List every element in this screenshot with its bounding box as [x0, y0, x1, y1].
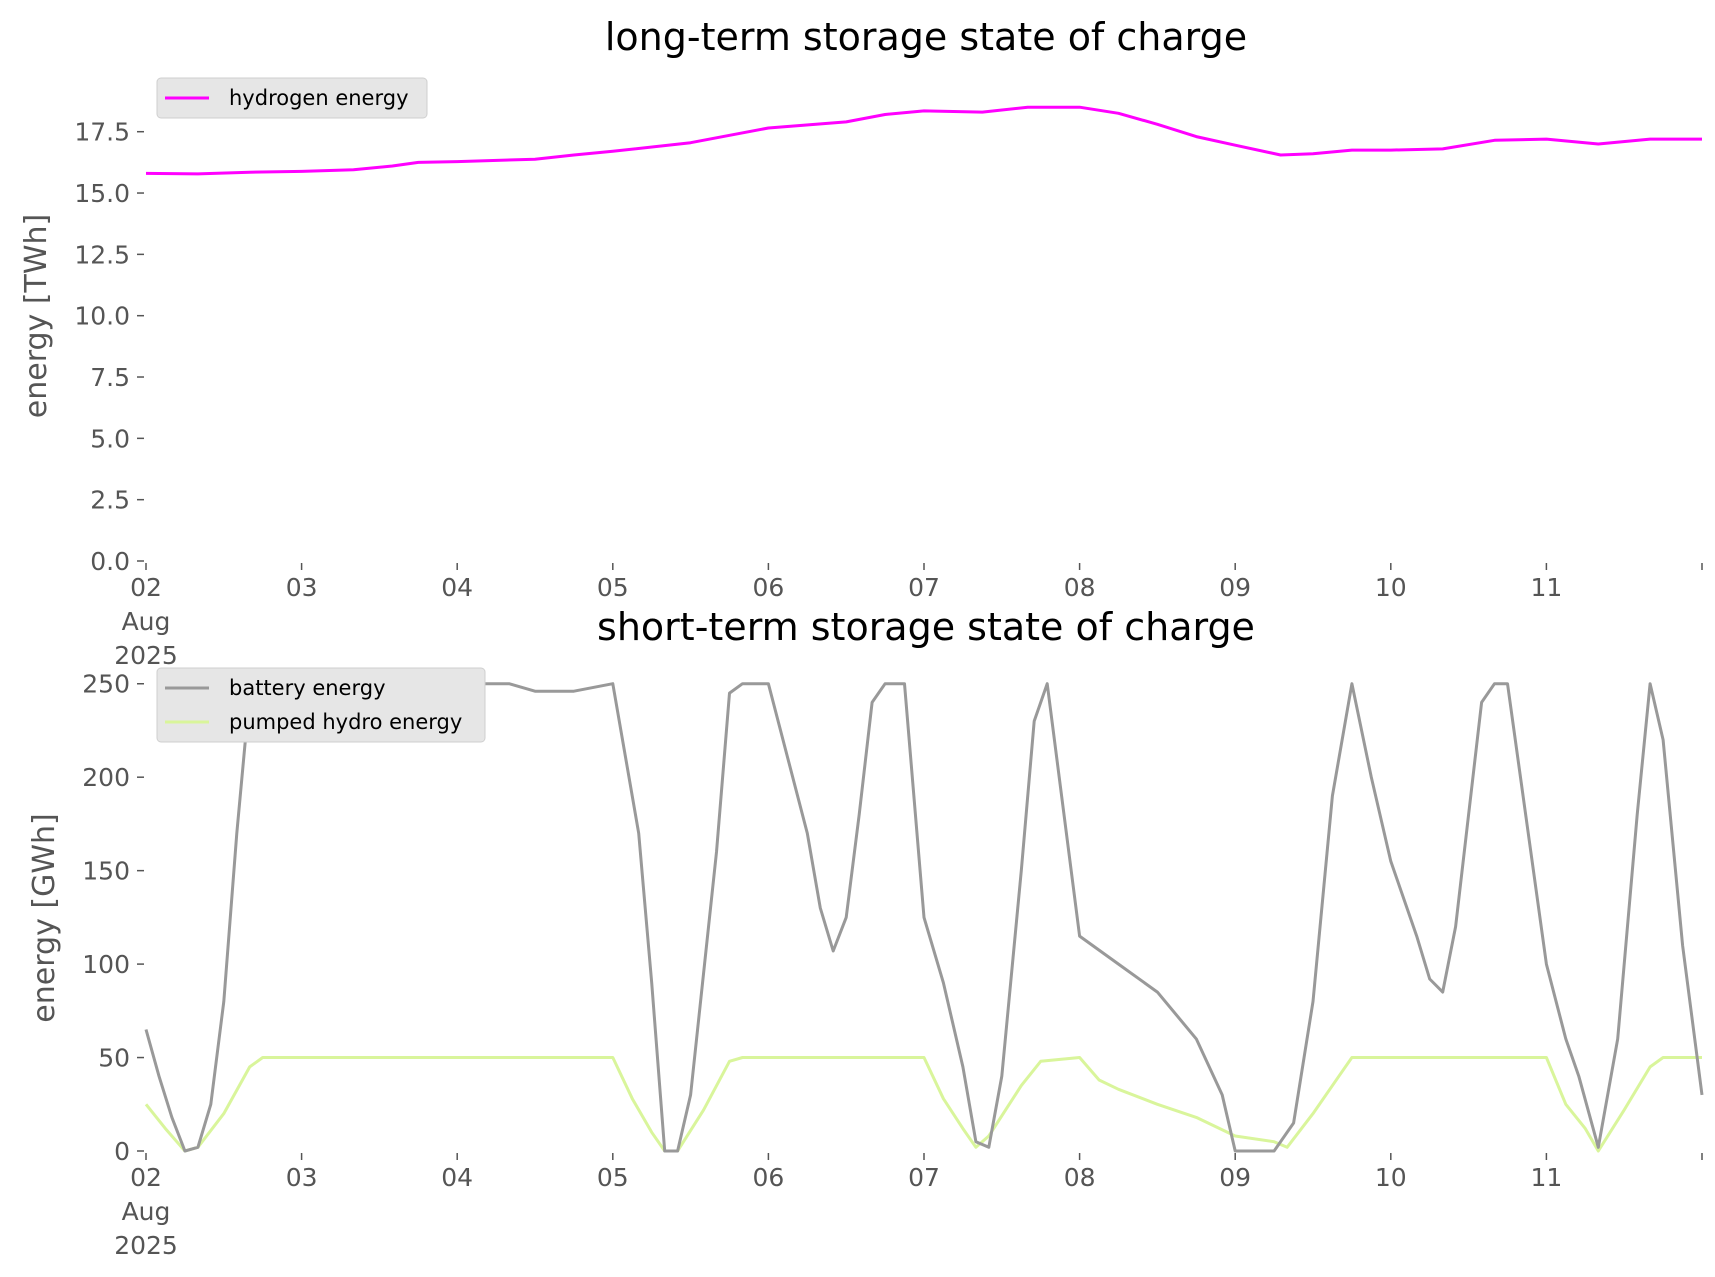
y-axis-label: energy [TWh] — [19, 214, 54, 418]
legend-label: battery energy — [229, 676, 386, 700]
x-tick-label: Aug — [122, 607, 171, 636]
x-tick-label: 02 — [130, 1163, 162, 1192]
x-tick-label: 09 — [1219, 1163, 1251, 1192]
x-tick-label: 05 — [597, 573, 629, 602]
short-term-chart-panel: short-term storage state of charge energ… — [27, 605, 1704, 1260]
y-tick-label: 100 — [82, 950, 130, 979]
y-tick-label: 150 — [82, 857, 130, 886]
legend-box — [156, 77, 428, 119]
y-tick-label: 17.5 — [74, 118, 130, 147]
series-line-pumped-hydro-energy — [144, 1056, 1702, 1153]
x-tick-label: 11 — [1530, 1163, 1562, 1192]
x-tick-label: 04 — [441, 1163, 473, 1192]
x-tick-label: 05 — [597, 1163, 629, 1192]
chart-title: short-term storage state of charge — [597, 605, 1255, 649]
x-tick-label: 07 — [908, 1163, 940, 1192]
long-term-chart-panel: long-term storage state of charge energy… — [19, 15, 1703, 670]
x-tick-label: 06 — [752, 1163, 784, 1192]
x-tick-label: 2025 — [114, 641, 178, 670]
x-tick-label: 06 — [752, 573, 784, 602]
x-tick-label: 08 — [1064, 1163, 1096, 1192]
x-tick-label: 03 — [286, 573, 318, 602]
legend-label: hydrogen energy — [229, 86, 409, 110]
x-tick-label: 2025 — [114, 1231, 178, 1260]
y-tick-label: 50 — [98, 1044, 130, 1073]
y-tick-label: 200 — [82, 763, 130, 792]
x-tick-label: 04 — [441, 573, 473, 602]
y-tick-label: 0 — [114, 1137, 130, 1166]
y-axis-label: energy [GWh] — [27, 813, 62, 1022]
legend: hydrogen energy — [156, 77, 428, 119]
y-tick-label: 5.0 — [90, 424, 130, 453]
legend-box — [156, 667, 486, 743]
y-tick-label: 250 — [82, 670, 130, 699]
x-tick-label: Aug — [122, 1197, 171, 1226]
x-tick-label: 09 — [1219, 573, 1251, 602]
x-tick-label: 03 — [286, 1163, 318, 1192]
y-tick-label: 10.0 — [74, 302, 130, 331]
y-tick-label: 7.5 — [90, 363, 130, 392]
x-tick-label: 10 — [1375, 1163, 1407, 1192]
legend-label: pumped hydro energy — [229, 710, 462, 734]
x-tick-label: 11 — [1530, 573, 1562, 602]
series-line-battery-energy — [144, 682, 1704, 1153]
y-tick-label: 2.5 — [90, 486, 130, 515]
y-tick-label: 12.5 — [74, 240, 130, 269]
y-tick-label: 0.0 — [90, 547, 130, 576]
x-tick-label: 02 — [130, 573, 162, 602]
x-tick-label: 07 — [908, 573, 940, 602]
y-tick-label: 15.0 — [74, 179, 130, 208]
chart-title: long-term storage state of charge — [605, 15, 1247, 59]
series-line-hydrogen-energy — [145, 105, 1702, 176]
legend: battery energy pumped hydro energy — [156, 667, 486, 743]
x-tick-label: 08 — [1064, 573, 1096, 602]
x-tick-label: 10 — [1375, 573, 1407, 602]
